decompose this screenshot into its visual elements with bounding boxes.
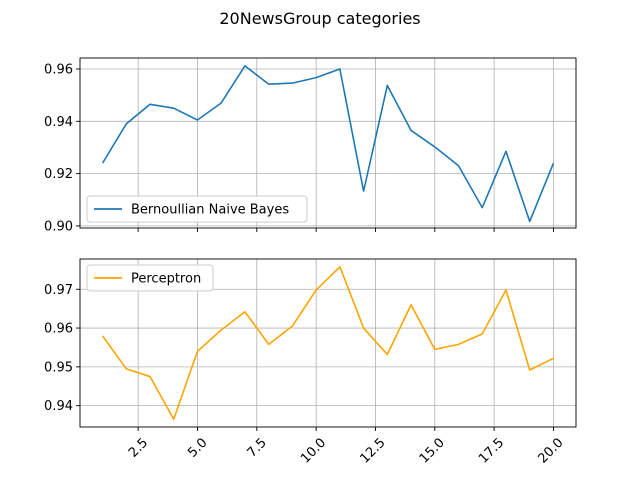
legend: Perceptron: [86, 264, 214, 292]
y-tick-label: 0.97: [44, 283, 73, 298]
axes-frame: [79, 258, 577, 428]
figure-title: 20NewsGroup categories: [219, 9, 420, 28]
legend-label: Perceptron: [131, 272, 201, 287]
legend: Bernoullian Naive Bayes: [86, 195, 308, 223]
y-tick-label: 0.92: [44, 167, 73, 182]
y-tick-label: 0.95: [44, 360, 73, 375]
legend-label: Bernoullian Naive Bayes: [131, 203, 289, 218]
series-line-0: [101, 265, 554, 421]
y-tick-label: 0.94: [44, 115, 73, 130]
y-tick-label: 0.96: [44, 62, 73, 77]
axes-frame: [79, 57, 577, 229]
legend-box: [86, 264, 214, 292]
legend-box: [86, 195, 308, 223]
series-line-0: [101, 65, 555, 223]
y-tick-label: 0.94: [44, 399, 73, 414]
grid: [80, 58, 576, 228]
y-tick-label: 0.90: [44, 219, 73, 234]
y-tick-label: 0.96: [44, 322, 73, 337]
subplot-bernoulli-nb: 0.90 0.92 0.94 0.96 Bernoullian Naive Bayes: [44, 57, 577, 234]
